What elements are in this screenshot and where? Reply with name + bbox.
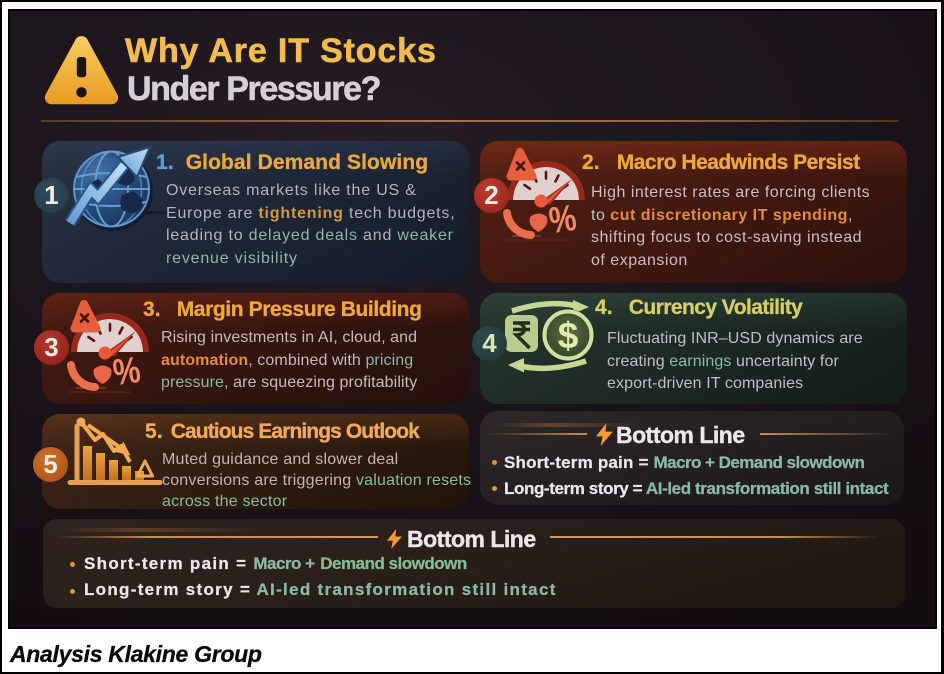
svg-text:%: % — [546, 197, 578, 241]
svg-text:$: $ — [558, 315, 579, 356]
svg-text:%: % — [110, 349, 142, 393]
